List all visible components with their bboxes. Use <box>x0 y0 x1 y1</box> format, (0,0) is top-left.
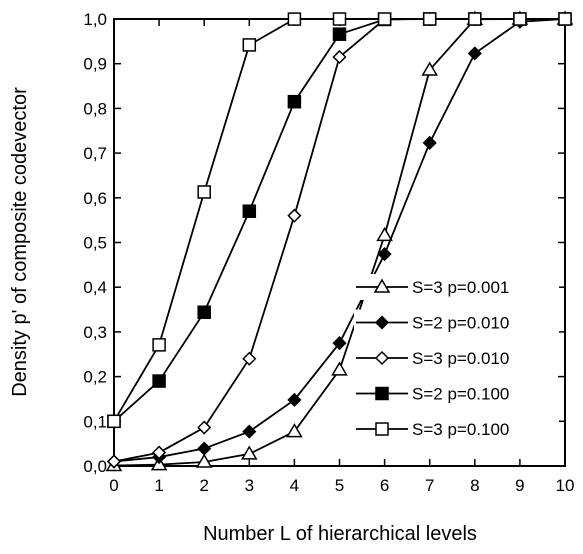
legend-label: S=3 p=0.001 <box>412 278 509 297</box>
x-tick-label: 7 <box>425 476 434 495</box>
diamond-marker <box>197 420 212 435</box>
triangle-marker <box>240 445 258 460</box>
x-tick-label: 4 <box>290 476 299 495</box>
y-tick-label: 1,0 <box>83 10 107 29</box>
square-marker <box>332 27 347 41</box>
square-marker <box>242 204 257 218</box>
y-tick-label: 0,1 <box>83 412 107 431</box>
legend-item: S=3 p=0.010 <box>354 345 559 371</box>
legend: S=3 p=0.001 S=2 p=0.010 S=3 p=0.010 S=2 p=0… <box>354 274 559 442</box>
diamond-marker <box>287 208 302 223</box>
diamond-marker <box>287 392 302 407</box>
diamond-marker <box>242 351 257 366</box>
square-marker <box>513 12 527 26</box>
diamond-marker <box>467 46 482 61</box>
legend-label: S=3 p=0.100 <box>412 420 509 439</box>
diamond-marker <box>377 247 392 262</box>
square-marker <box>152 374 166 388</box>
square-marker <box>242 38 257 52</box>
legend-item: S=3 p=0.100 <box>354 416 559 442</box>
diamond-marker <box>242 424 257 439</box>
x-tick-label: 3 <box>245 476 254 495</box>
series-layer <box>105 10 574 472</box>
y-tick-label: 0,2 <box>83 368 107 387</box>
y-tick-label: 0,9 <box>83 55 107 74</box>
y-tick-label: 0,3 <box>83 323 107 342</box>
x-tick-label: 8 <box>470 476 479 495</box>
square-marker <box>377 12 392 26</box>
square-marker <box>468 12 482 26</box>
diamond-marker <box>197 441 212 456</box>
legend-item: S=2 p=0.100 <box>354 380 559 407</box>
square-marker <box>332 12 347 26</box>
y-tick-label: 0,0 <box>83 457 107 476</box>
triangle-marker <box>376 226 393 242</box>
series-4 <box>107 12 572 429</box>
x-tick-label: 0 <box>109 476 118 495</box>
square-marker <box>287 94 302 109</box>
diamond-marker <box>332 49 347 65</box>
square-marker <box>197 185 211 199</box>
x-tick-label: 5 <box>335 476 344 495</box>
diamond-marker <box>106 454 122 469</box>
diamond-marker <box>332 336 347 351</box>
triangle-marker <box>421 61 439 76</box>
triangle-marker <box>195 453 213 468</box>
legend-label: S=2 p=0.010 <box>412 314 509 333</box>
x-tick-label: 10 <box>556 476 575 495</box>
legend-item: S=2 p=0.010 <box>354 309 559 336</box>
legend-triangle-marker <box>373 278 391 293</box>
x-tick-label: 9 <box>515 476 524 495</box>
legend-item: S=3 p=0.001 <box>354 274 559 300</box>
y-tick-label: 0,8 <box>83 99 107 118</box>
legend-diamond-marker <box>374 315 390 330</box>
legend-diamond-marker <box>374 350 390 366</box>
square-marker <box>422 12 437 26</box>
axes: 0,0 0,1 0,2 0,3 0,4 0,5 0,6 0,7 0,8 0,9 1,0 0 1 2 3 4 5 6… <box>83 10 574 495</box>
y-tick-label: 0,7 <box>83 144 107 163</box>
diamond-marker <box>152 445 167 460</box>
x-tick-label: 1 <box>154 476 163 495</box>
triangle-marker <box>286 423 303 438</box>
square-marker <box>197 305 211 319</box>
legend-label: S=2 p=0.100 <box>412 385 509 404</box>
y-tick-label: 0,6 <box>83 189 107 208</box>
diamond-marker <box>422 135 437 150</box>
square-marker <box>107 414 121 429</box>
square-marker <box>287 12 302 26</box>
square-marker <box>558 12 572 26</box>
y-tick-label: 0,5 <box>83 234 107 253</box>
triangle-marker <box>331 361 348 376</box>
legend-square-marker <box>375 422 389 436</box>
y-axis-label: Density p' of composite codevector <box>9 87 31 397</box>
legend-label: S=3 p=0.010 <box>412 349 509 368</box>
legend-square-marker <box>375 386 389 401</box>
y-tick-label: 0,4 <box>83 278 107 297</box>
x-tick-label: 2 <box>199 476 208 495</box>
square-marker <box>152 338 166 352</box>
x-tick-label: 6 <box>380 476 389 495</box>
x-axis-label: Number L of hierarchical levels <box>203 523 477 545</box>
